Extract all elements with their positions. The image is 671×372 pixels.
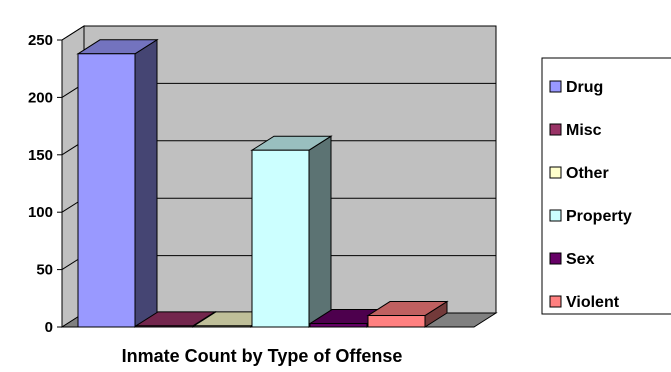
legend-item-violent: Violent <box>549 294 620 311</box>
bar-front <box>367 315 426 328</box>
legend-label: Sex <box>566 251 595 268</box>
bar-side <box>308 135 332 328</box>
legend-swatch <box>549 166 562 179</box>
legend-item-other: Other <box>549 165 609 182</box>
bar-front <box>309 323 368 328</box>
bar-property <box>250 135 333 328</box>
y-tick-label: 0 <box>45 319 53 336</box>
bar-front <box>135 325 194 328</box>
legend-item-misc: Misc <box>549 122 602 139</box>
y-tick-label: 50 <box>36 262 53 279</box>
bar-front <box>77 53 136 328</box>
bar-violent <box>366 300 449 328</box>
legend-label: Drug <box>566 79 603 96</box>
legend-item-property: Property <box>549 208 632 225</box>
y-axis: 0 50 100 150 200 250 <box>28 32 63 336</box>
bar-drug <box>76 38 159 328</box>
legend-item-sex: Sex <box>549 251 595 268</box>
legend-swatch <box>549 252 562 265</box>
legend-swatch <box>549 295 562 308</box>
x-axis-label: Inmate Count by Type of Offense <box>122 346 403 366</box>
y-tick-label: 150 <box>28 147 53 164</box>
bar-front <box>193 325 252 328</box>
legend-swatch <box>549 123 562 136</box>
legend-swatch <box>549 209 562 222</box>
bar-side <box>134 38 158 328</box>
legend-label: Other <box>566 165 609 182</box>
legend-label: Misc <box>566 122 602 139</box>
legend-label: Violent <box>566 294 620 311</box>
legend-item-drug: Drug <box>549 79 603 96</box>
bar-front <box>251 149 310 328</box>
y-tick-label: 200 <box>28 89 53 106</box>
legend-label: Property <box>566 208 632 225</box>
legend-box <box>541 57 671 315</box>
y-tick-label: 250 <box>28 32 53 49</box>
legend-swatch <box>549 80 562 93</box>
legend: Drug Misc Other Property Sex Violent <box>541 57 671 315</box>
gridline <box>61 25 496 41</box>
y-tick-label: 100 <box>28 204 53 221</box>
bars <box>76 38 449 328</box>
